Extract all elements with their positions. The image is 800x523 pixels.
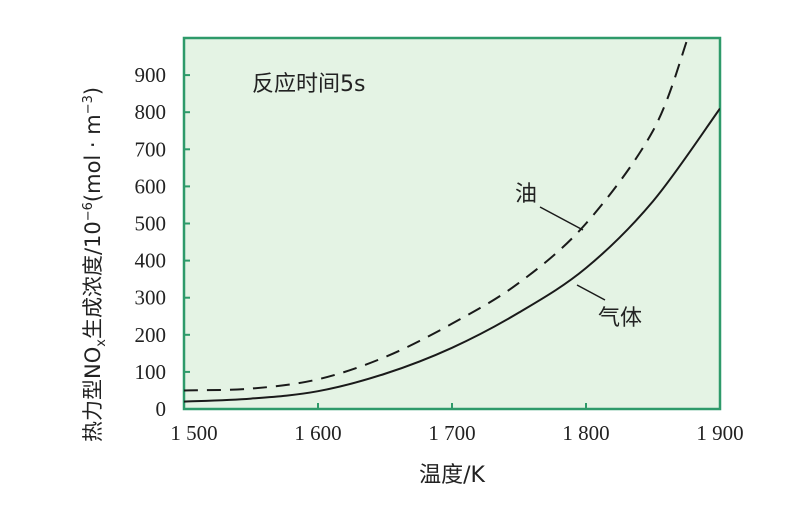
y-tick-label: 300 [135, 286, 167, 310]
y-tick-label: 900 [135, 63, 167, 87]
x-axis-label: 温度/K [419, 463, 485, 488]
y-tick-label: 500 [135, 212, 167, 236]
series-line-gas [184, 107, 720, 403]
y-tick-label: 200 [135, 323, 167, 347]
y-tick-label: 100 [135, 360, 167, 384]
y-axis-label: 热力型NOx生成浓度/10−6(mol · m−3) [81, 87, 109, 442]
x-tick-label: 1 700 [428, 421, 475, 445]
y-tick-label: 400 [135, 249, 167, 273]
x-tick-label: 1 800 [562, 421, 609, 445]
x-tick-label: 1 500 [170, 421, 217, 445]
y-tick-label: 600 [135, 174, 167, 198]
series-line-oil [184, 38, 689, 392]
series-label-gas: 气体 [598, 306, 642, 331]
x-tick-label: 1 600 [294, 421, 341, 445]
y-tick-label: 700 [135, 137, 167, 161]
series-label-oil: 油 [515, 182, 537, 207]
y-tick-label: 0 [156, 397, 167, 421]
leader-line-gas [576, 284, 606, 301]
y-tick-label: 800 [135, 100, 167, 124]
leader-line-oil [539, 206, 584, 231]
reaction-time-annotation: 反应时间5s [252, 72, 365, 97]
x-tick-label: 1 900 [696, 421, 743, 445]
